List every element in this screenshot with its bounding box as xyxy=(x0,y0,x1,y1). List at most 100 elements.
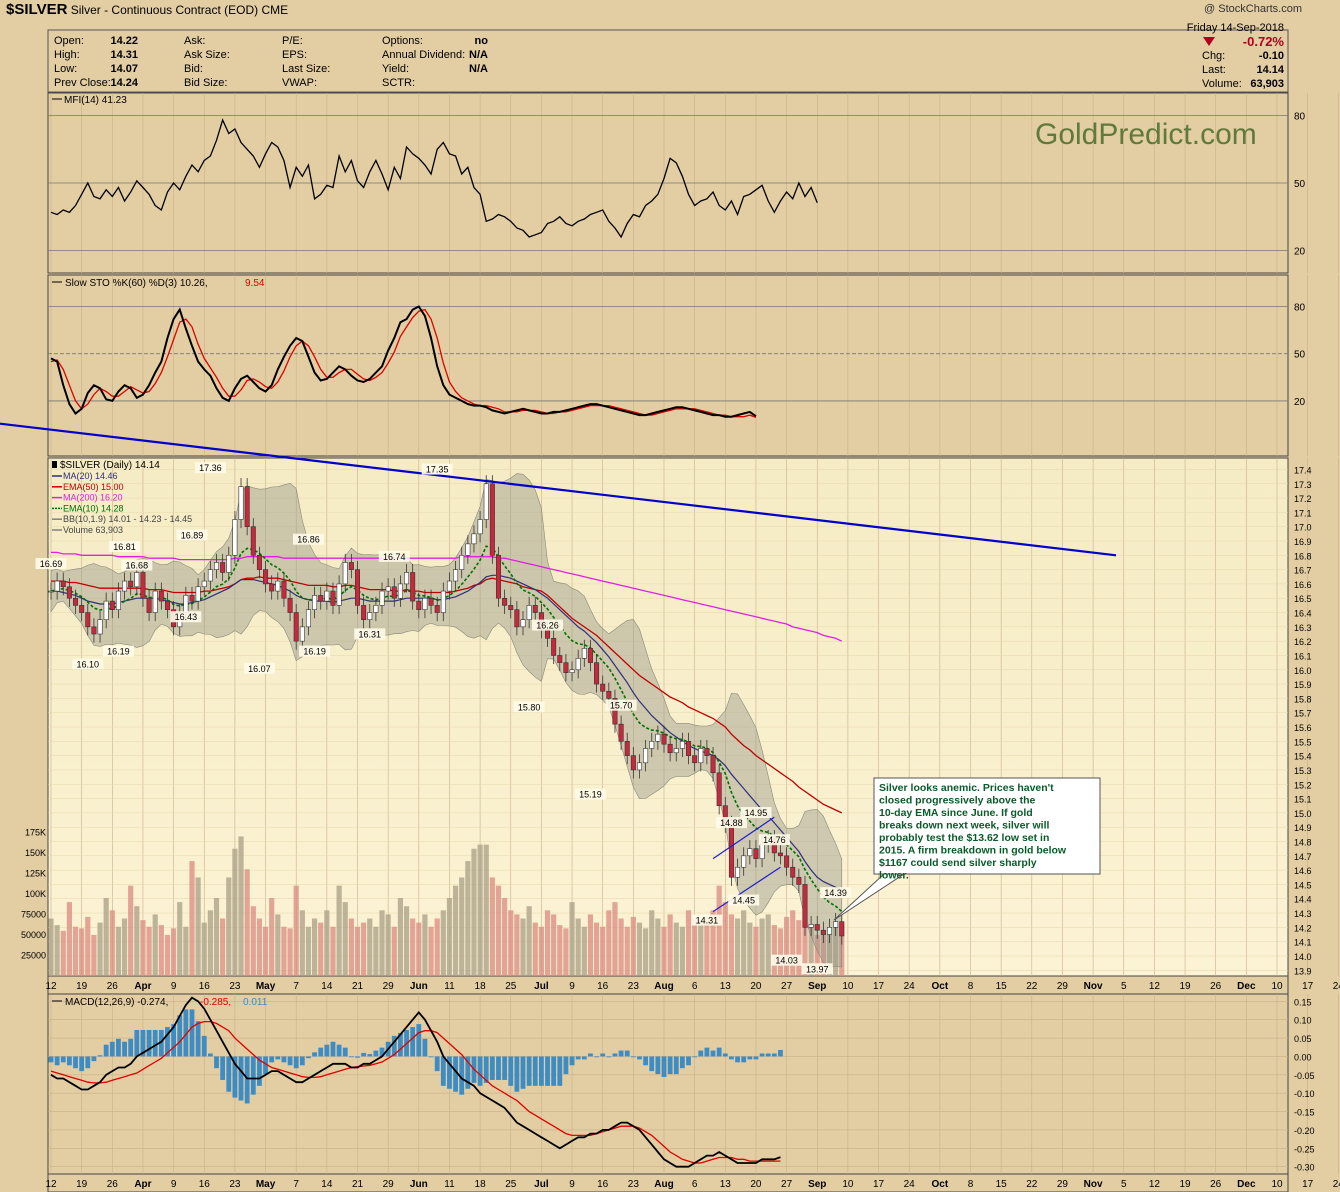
price-label-bg xyxy=(194,462,226,474)
candle-body xyxy=(146,597,152,613)
macd-histogram-bar xyxy=(312,1052,317,1057)
price-label: 16.69 xyxy=(40,559,63,569)
candle-body xyxy=(526,605,532,620)
volume-bar xyxy=(269,898,275,976)
x-tick-label: 25 xyxy=(505,981,517,992)
y-tick-label: 15.0 xyxy=(1294,809,1312,819)
y-tick-label: 16.8 xyxy=(1294,551,1312,561)
volume-bar xyxy=(655,918,661,976)
macd-histogram-bar xyxy=(293,1056,299,1069)
candle-body xyxy=(54,580,60,592)
macd-histogram-bar xyxy=(729,1056,734,1060)
y-tick-label: 14.7 xyxy=(1294,852,1312,862)
x-tick-label: May xyxy=(256,981,276,992)
y-tick-label: 13.9 xyxy=(1294,966,1312,976)
volume-bar xyxy=(66,902,72,976)
volume-bar xyxy=(410,918,416,976)
candle-body xyxy=(508,605,514,610)
x-tick-label: 22 xyxy=(1026,981,1038,992)
candle-body xyxy=(704,748,710,756)
y-tick-label: 20 xyxy=(1294,247,1306,258)
candle-body xyxy=(716,772,722,807)
quote-label: Ask: xyxy=(184,35,205,47)
x-tick-label: 15 xyxy=(996,981,1008,992)
callout-text: 10-day EMA since June. If gold xyxy=(879,807,1033,819)
price-label-bg xyxy=(605,699,637,711)
candle-body xyxy=(630,755,636,771)
macd-histogram-bar xyxy=(128,1038,134,1057)
price-label: 16.86 xyxy=(297,535,320,545)
volume-bar xyxy=(734,918,741,976)
summary-value: 63,903 xyxy=(1250,78,1284,90)
candle-body xyxy=(164,600,170,610)
volume-tick-label: 150K xyxy=(25,848,46,858)
macd-histogram-bar xyxy=(563,1056,569,1075)
candle-body xyxy=(698,748,704,764)
volume-bar xyxy=(164,934,171,976)
volume-bar xyxy=(679,926,685,976)
macd-histogram-bar xyxy=(355,1056,360,1058)
volume-bar xyxy=(716,885,722,976)
y-tick-label: 0.00 xyxy=(1294,1052,1312,1062)
y-tick-label: 14.5 xyxy=(1294,880,1312,890)
candle-body xyxy=(79,605,85,613)
candle-body xyxy=(207,569,213,582)
macd-histogram-bar xyxy=(60,1056,66,1063)
x-tick-label: 24 xyxy=(904,1179,916,1190)
macd-histogram-bar xyxy=(520,1056,526,1089)
sto-panel xyxy=(47,274,1289,457)
x-tick-label: 18 xyxy=(475,981,487,992)
candle-body xyxy=(735,866,741,878)
x-tick-label: 21 xyxy=(352,1179,364,1190)
macd-histogram-bar xyxy=(741,1056,747,1063)
macd-histogram-bar xyxy=(48,1056,54,1063)
candle-body xyxy=(269,583,275,592)
volume-bar xyxy=(612,902,618,976)
macd-histogram-bar xyxy=(122,1041,127,1057)
macd-histogram-bar xyxy=(716,1047,722,1057)
candle-body xyxy=(214,562,220,570)
macd-histogram-bar xyxy=(704,1047,710,1057)
macd-histogram-bar xyxy=(275,1056,281,1060)
x-tick-label: 13 xyxy=(720,1179,732,1190)
x-tick-label: 23 xyxy=(628,1179,640,1190)
x-tick-label: Aug xyxy=(654,1179,673,1190)
quote-label: Options: xyxy=(382,35,423,47)
y-tick-label: 14.6 xyxy=(1294,866,1312,876)
candle-body xyxy=(183,595,189,613)
volume-bar xyxy=(581,926,587,976)
volume-bar xyxy=(220,918,226,976)
y-tick-label: 0.05 xyxy=(1294,1034,1312,1044)
x-tick-label: 16 xyxy=(597,1179,609,1190)
volume-bar xyxy=(728,914,735,976)
candle-body xyxy=(354,569,360,606)
volume-bar xyxy=(649,910,655,976)
volume-bar xyxy=(636,922,643,976)
volume-bar xyxy=(79,928,85,976)
macd-histogram-bar xyxy=(600,1053,606,1057)
quote-label: Last Size: xyxy=(282,63,330,75)
x-tick-label: 11 xyxy=(444,981,455,992)
x-tick-label: 6 xyxy=(692,981,698,992)
volume-bar xyxy=(379,910,385,976)
price-label: 14.76 xyxy=(763,835,786,845)
volume-bar xyxy=(434,918,440,976)
volume-bar xyxy=(502,898,508,976)
candle-body xyxy=(60,580,66,588)
price-label: 17.36 xyxy=(199,463,222,473)
macd-histogram-bar xyxy=(422,1038,428,1057)
volume-bar xyxy=(158,925,164,976)
volume-bar xyxy=(60,930,66,976)
stoch-k-line xyxy=(50,305,757,418)
volume-bar xyxy=(526,906,532,976)
stoch-d-line xyxy=(50,308,757,419)
macd-histogram-bar xyxy=(250,1056,256,1095)
callout-box xyxy=(873,777,1101,875)
y-tick-label: 17.2 xyxy=(1294,494,1312,504)
price-label-bg xyxy=(691,914,723,926)
candle-body xyxy=(649,741,655,749)
volume-bar xyxy=(103,898,109,976)
legend-label: MA(200) 16.20 xyxy=(63,493,123,503)
credit-link[interactable]: @ StockCharts.com xyxy=(1204,3,1302,15)
exchange: CME xyxy=(261,3,289,17)
